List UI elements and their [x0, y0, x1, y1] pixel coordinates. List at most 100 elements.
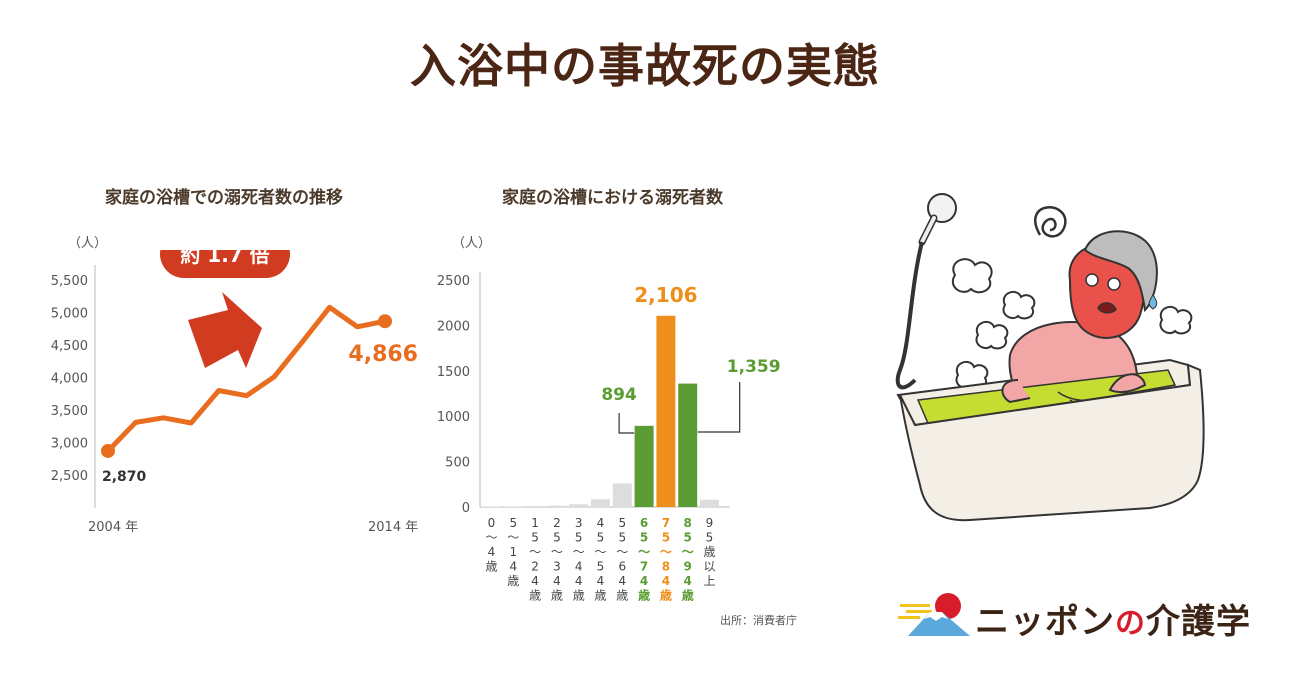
category-label-char: 5 [553, 531, 561, 545]
x-tick-label: 2004 年 [88, 520, 138, 535]
end-value-label: 4,866 [348, 342, 418, 367]
y-tick-label: 0 [462, 501, 470, 516]
category-label-char: 1 [509, 545, 517, 559]
category-label-char: 4 [553, 574, 561, 588]
category-label-char: 4 [618, 574, 626, 588]
start-value-label: 2,870 [102, 469, 147, 485]
elderly-man-bathing-illustration [895, 193, 1205, 522]
y-tick-label: 500 [445, 456, 470, 471]
y-tick-label: 2000 [437, 319, 470, 334]
y-tick-label: 1000 [437, 410, 470, 425]
category-label-char: 2 [531, 560, 539, 574]
bar [569, 504, 589, 507]
callout-pill [160, 250, 290, 278]
category-label-char: 7 [640, 560, 648, 574]
category-label-char: 〜 [573, 545, 585, 559]
category-label-char: 4 [597, 516, 605, 530]
line-chart: 2,500 3,000 3,500 4,000 4,500 5,000 5,500 約 1.7… [51, 250, 418, 535]
category-label-char: 4 [684, 574, 692, 588]
category-label-char: 歳 [551, 589, 563, 603]
category-label-char: 1 [531, 516, 539, 530]
category-label-char: 0 [488, 516, 496, 530]
category-label-char: 歳 [616, 589, 628, 603]
line-chart-unit: （人） [68, 236, 108, 251]
category-label-char: 〜 [485, 531, 497, 545]
category-label-char: 歳 [507, 574, 519, 588]
bar [700, 499, 719, 507]
category-label-char: 上 [703, 574, 715, 588]
data-label: 2,106 [634, 283, 697, 307]
category-label-char: 9 [684, 560, 692, 574]
category-label-char: 〜 [551, 545, 563, 559]
category-label-char: 5 [531, 531, 539, 545]
bar-chart-unit: （人） [452, 236, 492, 251]
category-label-char: 8 [662, 560, 670, 574]
logo-text: ニッポンの介護学 [975, 594, 1251, 643]
category-label-char: 〜 [507, 531, 519, 545]
bar [612, 483, 632, 507]
line-chart-title: 家庭の浴槽での溺死者数の推移 [105, 188, 343, 208]
category-label-char: 7 [662, 516, 670, 530]
category-label-char: 4 [509, 560, 517, 574]
category-label-char: 5 [597, 531, 605, 545]
logo-text-part1: ニッポン [975, 602, 1115, 642]
category-label-char: 8 [684, 516, 692, 530]
category-label-char: 〜 [529, 545, 541, 559]
category-label-char: 4 [640, 574, 648, 588]
category-label-char: 歳 [485, 560, 497, 574]
y-tick-label: 5,500 [51, 274, 88, 289]
y-tick-label: 2500 [437, 274, 470, 289]
bar [634, 425, 654, 507]
category-label-char: 4 [575, 574, 583, 588]
category-label-char: 4 [597, 574, 605, 588]
bar [591, 499, 610, 507]
category-label-char: 5 [684, 531, 692, 545]
bar [678, 383, 698, 507]
source-note: 出所：消費者庁 [720, 614, 797, 627]
data-label: 894 [601, 385, 637, 405]
y-tick-label: 1500 [437, 365, 470, 380]
increase-arrow [188, 292, 262, 368]
category-label-char: 〜 [594, 545, 606, 559]
category-label-char: 5 [509, 516, 517, 530]
category-label-char: 歳 [682, 588, 694, 603]
category-label-char: 歳 [703, 545, 715, 559]
page-title: 入浴中の事故死の実態 [410, 39, 880, 93]
category-label-char: 5 [575, 531, 583, 545]
leader-line [618, 413, 635, 434]
y-tick-label: 3,500 [51, 404, 88, 419]
category-label-char: 5 [618, 531, 626, 545]
y-tick-label: 3,000 [51, 437, 88, 452]
data-point [378, 314, 392, 329]
logo-text-part3: 介護学 [1146, 602, 1251, 642]
category-label-char: 5 [597, 560, 605, 574]
category-label-char: 4 [575, 560, 583, 574]
x-tick-label: 2014 年 [368, 520, 418, 535]
category-label-char: 〜 [660, 545, 672, 559]
category-label-char: 歳 [638, 588, 650, 603]
category-label-char: 〜 [638, 545, 650, 559]
y-tick-label: 2,500 [51, 469, 88, 484]
bar [525, 506, 545, 507]
y-tick-label: 4,000 [51, 372, 88, 387]
category-label-char: 〜 [616, 545, 628, 559]
callout-text: 約 1.7 倍 [180, 250, 269, 267]
data-label: 1,359 [727, 357, 781, 377]
category-label-char: 5 [618, 516, 626, 530]
category-label-char: 2 [553, 516, 561, 530]
category-label-char: 歳 [594, 589, 606, 603]
bar [547, 505, 567, 507]
category-label-char: 9 [706, 516, 714, 530]
category-label-char: 4 [488, 545, 496, 559]
data-point [101, 443, 115, 458]
category-label-char: 5 [662, 531, 670, 545]
category-label-char: 〜 [682, 545, 694, 559]
category-label-char: 4 [662, 574, 670, 588]
mount-fuji-sun-icon [898, 593, 970, 636]
category-label-char: 以 [703, 560, 715, 574]
y-tick-label: 4,500 [51, 339, 88, 354]
y-tick-label: 5,000 [51, 307, 88, 322]
category-label-char: 歳 [573, 589, 585, 603]
bar-chart-title: 家庭の浴槽における溺死者数 [502, 188, 723, 208]
category-label-char: 6 [618, 560, 626, 574]
